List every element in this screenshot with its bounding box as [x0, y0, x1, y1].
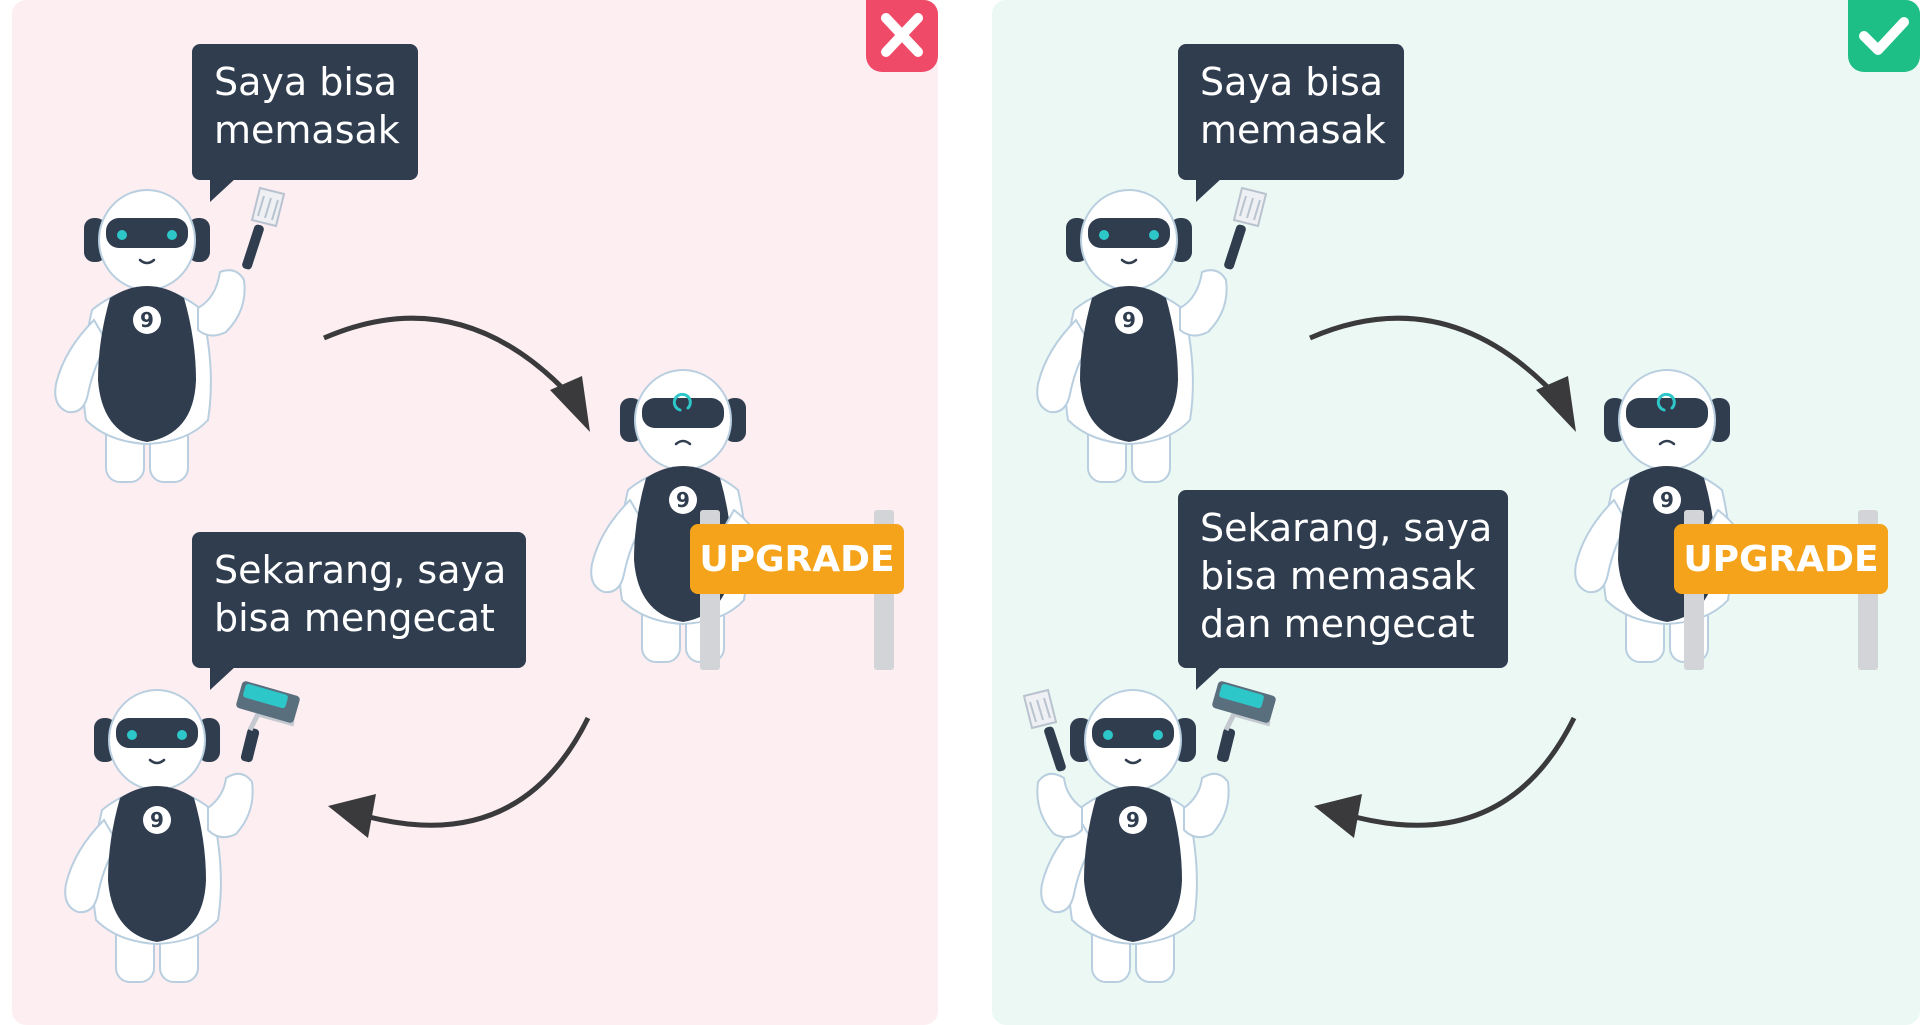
bubble-line: memasak — [1200, 108, 1386, 152]
paint-roller-icon — [228, 680, 308, 770]
svg-text:9: 9 — [676, 488, 690, 512]
upgrade-sign: UPGRADE — [1674, 524, 1888, 594]
bubble-line: Saya bisa — [1200, 60, 1384, 104]
svg-text:9: 9 — [150, 808, 164, 832]
wrong-badge — [866, 0, 938, 72]
spatula-icon — [234, 184, 294, 274]
bubble-line: memasak — [214, 108, 400, 152]
bubble-line: bisa mengecat — [214, 596, 495, 640]
robot-cooking-and-painting: 9 — [1036, 680, 1230, 990]
arrow-from-upgrade — [328, 716, 591, 838]
speech-bubble-top: Saya bisa memasak — [192, 44, 418, 202]
bubble-line: Saya bisa — [214, 60, 398, 104]
bubble-line: bisa memasak — [1200, 554, 1476, 598]
spatula-icon — [1216, 184, 1276, 274]
robot-cooking: 9 — [1030, 180, 1228, 490]
bubble-line: Sekarang, saya — [1200, 506, 1493, 550]
spatula-icon — [1014, 686, 1074, 776]
arrow-to-upgrade — [1309, 315, 1576, 432]
chest-label: 9 — [140, 308, 154, 332]
bubble-line: dan mengecat — [1200, 602, 1475, 646]
svg-text:9: 9 — [1660, 488, 1674, 512]
close-icon — [881, 13, 923, 57]
speech-bubble-bottom: Sekarang, saya bisa mengecat — [192, 532, 526, 690]
robot-painting: 9 — [58, 680, 254, 990]
robot-cooking: 9 — [48, 180, 246, 490]
robot-upgrading: 9 — [584, 360, 770, 670]
svg-text:9: 9 — [1122, 308, 1136, 332]
robot-upgrading: 9 — [1568, 360, 1754, 670]
bubble-line: Sekarang, saya — [214, 548, 507, 592]
svg-text:9: 9 — [1126, 808, 1140, 832]
correct-badge — [1848, 0, 1920, 72]
speech-bubble-bottom: Sekarang, saya bisa memasak dan mengecat — [1178, 490, 1508, 690]
arrow-to-upgrade — [323, 315, 590, 432]
arrow-from-upgrade — [1314, 716, 1577, 838]
paint-roller-icon — [1204, 680, 1284, 770]
upgrade-sign: UPGRADE — [690, 524, 904, 594]
speech-bubble-top: Saya bisa memasak — [1178, 44, 1404, 202]
check-icon — [1859, 17, 1909, 55]
panel-wrong: 9 Saya bisa memasak 9 UPGRADE Sekarang, … — [12, 0, 938, 1025]
panel-correct: 9 Saya bisa memasak 9 UPGRADE Sekarang, … — [992, 0, 1920, 1025]
